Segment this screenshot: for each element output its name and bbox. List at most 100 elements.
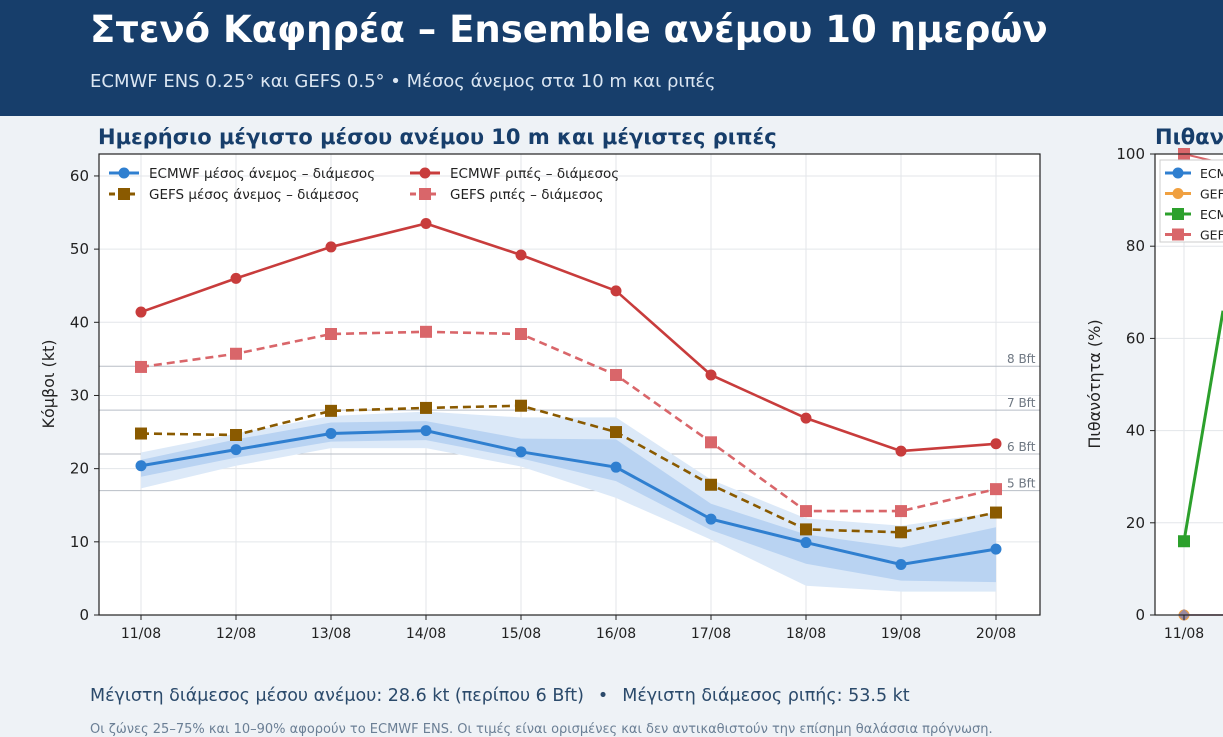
data-point — [515, 446, 527, 458]
beaufort-label: 7 Bft — [1007, 396, 1036, 410]
data-point — [135, 360, 147, 373]
legend-marker — [1172, 188, 1184, 199]
data-point — [705, 478, 717, 491]
x-tick-label: 11/08 — [1164, 626, 1204, 642]
y-axis-label: Πιθανότητα (%) — [1085, 319, 1104, 448]
legend-marker — [1172, 167, 1184, 179]
y-tick-label: 40 — [1126, 422, 1145, 440]
data-point — [705, 369, 717, 381]
data-point — [325, 241, 337, 253]
x-tick-label: 13/08 — [311, 626, 351, 642]
x-tick-label: 12/08 — [216, 626, 256, 642]
x-tick-label: 11/08 — [121, 626, 161, 642]
y-tick-label: 20 — [70, 460, 89, 478]
legend-marker — [118, 188, 130, 200]
footnote: Οι ζώνες 25–75% και 10–90% αφορούν το EC… — [90, 722, 993, 737]
data-point — [515, 249, 527, 261]
legend-label: ECM — [1200, 207, 1223, 222]
data-point — [705, 436, 717, 449]
x-tick-label: 20/08 — [976, 626, 1016, 642]
y-tick-label: 30 — [70, 386, 89, 404]
plot-frame — [1154, 153, 1223, 616]
chart-title: Πιθαν — [1155, 125, 1223, 149]
summary-wind: Μέγιστη διάμεσος μέσου ανέμου: 28.6 kt (… — [90, 686, 584, 706]
beaufort-label: 6 Bft — [1007, 440, 1036, 454]
data-point — [610, 368, 622, 381]
y-axis-label: Κόμβοι (kt) — [39, 340, 58, 429]
data-point — [800, 412, 812, 424]
data-point — [895, 445, 907, 457]
data-point — [990, 438, 1002, 450]
data-point — [325, 404, 337, 417]
wind-chart: 5 Bft 6 Bft 7 Bft 8 Bft 0 10 20 30 40 50 60 11/08 12… — [39, 125, 1041, 642]
data-point — [230, 272, 242, 284]
plot-frame — [98, 153, 1041, 616]
y-tick-label: 0 — [79, 606, 89, 624]
data-point — [800, 537, 812, 549]
page-title: Στενό Καφηρέα – Ensemble ανέμου 10 ημερώ… — [90, 8, 1048, 51]
y-tick-label: 100 — [1116, 145, 1145, 163]
data-point — [420, 401, 432, 414]
legend-label: GEFS μέσος άνεμος – διάμεσος — [149, 187, 360, 203]
data-point — [420, 325, 432, 338]
percentile-band — [141, 421, 996, 583]
data-point — [990, 483, 1002, 496]
x-tick-label: 15/08 — [501, 626, 541, 642]
data-point — [325, 428, 337, 440]
legend-marker — [1172, 228, 1184, 241]
x-tick-label: 14/08 — [406, 626, 446, 642]
x-tick-label: 16/08 — [596, 626, 636, 642]
data-point — [230, 347, 242, 360]
data-point — [990, 506, 1002, 519]
x-tick-label: 17/08 — [691, 626, 731, 642]
data-point — [135, 306, 147, 318]
page-header: Στενό Καφηρέα – Ensemble ανέμου 10 ημερώ… — [0, 0, 1223, 116]
chart-title: Ημερήσιο μέγιστο μέσου ανέμου 10 m και μ… — [98, 125, 777, 149]
legend-label: GEF — [1200, 228, 1223, 243]
data-point — [895, 559, 907, 571]
beaufort-label: 8 Bft — [1007, 352, 1036, 366]
summary-gust: Μέγιστη διάμεσος ριπής: 53.5 kt — [622, 686, 910, 706]
beaufort-label: 5 Bft — [1007, 477, 1036, 491]
data-point — [230, 444, 242, 456]
legend-label: ECM — [1200, 166, 1223, 181]
probability-chart: 0 20 40 60 80 100 11/08 Πιθαν Πιθανότητα (%) ECM G… — [1085, 125, 1223, 642]
x-tick-label: 18/08 — [786, 626, 826, 642]
series-line — [1182, 310, 1223, 542]
data-point — [800, 523, 812, 536]
legend-label: GEFS ριπές – διάμεσος — [450, 187, 604, 203]
data-point — [800, 505, 812, 518]
data-point — [610, 285, 622, 297]
data-point — [420, 425, 432, 437]
data-point — [515, 399, 527, 412]
legend-label: ECMWF μέσος άνεμος – διάμεσος — [149, 166, 375, 182]
legend-label: GEF — [1200, 187, 1223, 202]
summary-separator: • — [597, 686, 609, 706]
series-line — [140, 222, 997, 453]
data-point — [610, 461, 622, 473]
y-tick-label: 80 — [1126, 237, 1145, 255]
x-tick-label: 19/08 — [881, 626, 921, 642]
y-tick-label: 60 — [1126, 329, 1145, 347]
data-point — [1178, 535, 1190, 548]
y-tick-label: 60 — [70, 167, 89, 185]
data-point — [610, 426, 622, 439]
data-point — [895, 526, 907, 539]
data-point — [705, 513, 717, 525]
charts-canvas: 5 Bft 6 Bft 7 Bft 8 Bft 0 10 20 30 40 50 60 11/08 12… — [39, 125, 1223, 642]
legend-marker — [1172, 208, 1184, 220]
data-point — [325, 328, 337, 341]
y-tick-label: 50 — [70, 240, 89, 258]
legend-marker — [118, 167, 130, 179]
legend-marker — [419, 167, 431, 179]
page-subtitle: ECMWF ENS 0.25° και GEFS 0.5° • Μέσος άν… — [90, 71, 716, 92]
y-tick-label: 10 — [70, 533, 89, 551]
data-point — [230, 428, 242, 441]
data-point — [420, 218, 432, 230]
y-tick-label: 20 — [1126, 514, 1145, 532]
data-point — [135, 427, 147, 440]
y-tick-label: 40 — [70, 313, 89, 331]
series-line — [140, 429, 997, 567]
series-line — [140, 330, 997, 513]
legend-marker — [419, 188, 431, 200]
